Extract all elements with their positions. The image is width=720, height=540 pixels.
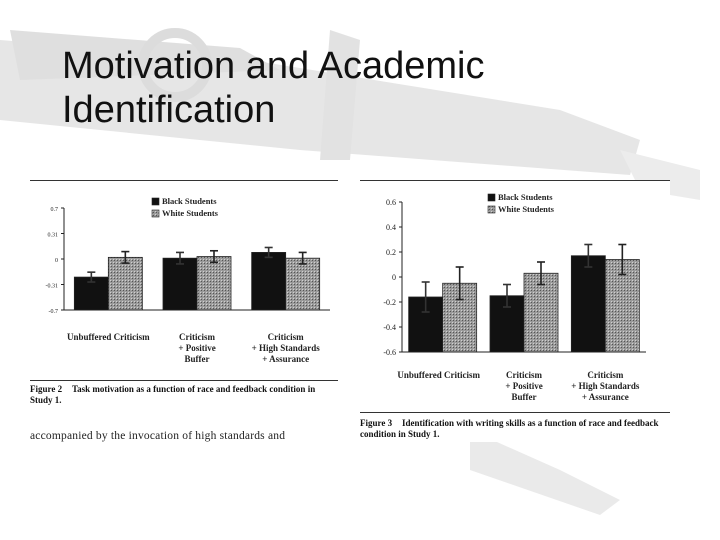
- x-category-label: + Positive: [178, 343, 215, 353]
- y-tick-label: -0.6: [383, 348, 396, 357]
- y-tick-label: 0.7: [51, 207, 59, 213]
- x-category-label: + High Standards: [571, 381, 640, 391]
- x-category-label: Criticism: [179, 332, 215, 342]
- legend-swatch: [487, 193, 496, 202]
- y-tick-label: -0.7: [49, 309, 59, 315]
- bar: [107, 256, 143, 311]
- y-tick-label: -0.2: [383, 298, 396, 307]
- caption-text: Identification with writing skills as a …: [360, 418, 659, 439]
- x-category-label: Criticism: [587, 370, 623, 380]
- figure-2-panel: 0.7 0.31 0 -0.31 -0.7 Unbuffered Criticism Cri…: [30, 178, 338, 444]
- y-tick-label: -0.4: [383, 323, 396, 332]
- y-tick-label: -0.31: [46, 284, 59, 290]
- body-text-fragment: accompanied by the invocation of high st…: [30, 430, 286, 442]
- figure-3-caption: Figure 3 Identification with writing skil…: [360, 418, 670, 440]
- legend-swatch: [151, 209, 160, 218]
- figure-2-caption: Figure 2 Task motivation as a function of…: [30, 384, 338, 406]
- x-category-label: Unbuffered Criticism: [397, 370, 480, 380]
- x-category-label: Buffer: [185, 354, 210, 364]
- figure-top-rule: [360, 180, 670, 181]
- title-line-2: Identification: [62, 89, 276, 131]
- x-category-label: Buffer: [512, 392, 537, 402]
- bar: [162, 257, 198, 311]
- y-tick-label: 0.2: [386, 248, 396, 257]
- figure-top-rule: [30, 180, 338, 181]
- figure-3-panel: 0.6 0.4 0.2 0 -0.2 -0.4 -0.6 Unbuffered Critici…: [360, 180, 670, 442]
- bar: [570, 255, 606, 353]
- y-tick-label: 0: [392, 273, 396, 282]
- legend-label: Black Students: [498, 192, 553, 202]
- caption-label: Figure 3: [360, 418, 393, 428]
- legend-label: White Students: [498, 204, 555, 214]
- caption-label: Figure 2: [30, 384, 63, 394]
- legend-swatch: [487, 205, 496, 214]
- legend-label: Black Students: [162, 196, 217, 206]
- y-tick-label: 0.4: [386, 223, 396, 232]
- bar: [523, 272, 559, 353]
- bar: [251, 252, 287, 311]
- title-line-1: Motivation and Academic: [62, 45, 485, 87]
- y-tick-label: 0.6: [386, 198, 396, 207]
- caption-text: Task motivation as a function of race an…: [30, 384, 316, 405]
- x-category-label: Criticism: [506, 370, 542, 380]
- legend-label: White Students: [162, 208, 219, 218]
- x-category-label: + Assurance: [262, 354, 309, 364]
- x-category-label: + Assurance: [582, 392, 629, 402]
- bar: [196, 256, 232, 311]
- y-tick-label: 0.31: [48, 233, 59, 239]
- slide-title: Motivation and Academic Identification: [62, 44, 622, 132]
- bar: [285, 257, 321, 311]
- x-category-label: Unbuffered Criticism: [67, 332, 150, 342]
- y-tick-label: 0: [55, 258, 58, 264]
- x-category-label: + Positive: [505, 381, 542, 391]
- figure-2-chart: 0.7 0.31 0 -0.31 -0.7 Unbuffered Criticism Cri…: [46, 196, 330, 364]
- x-category-label: Criticism: [268, 332, 304, 342]
- caption-rule: [30, 380, 338, 381]
- x-category-label: + High Standards: [252, 343, 321, 353]
- legend-swatch: [151, 197, 160, 206]
- figure-3-chart: 0.6 0.4 0.2 0 -0.2 -0.4 -0.6 Unbuffered Critici…: [383, 192, 646, 402]
- caption-rule: [360, 412, 670, 413]
